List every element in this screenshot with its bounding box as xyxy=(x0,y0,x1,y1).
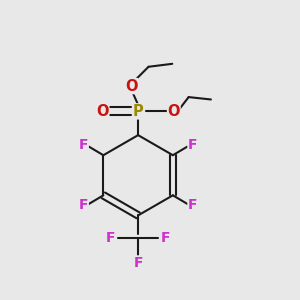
Text: P: P xyxy=(133,104,143,119)
Text: F: F xyxy=(188,198,197,212)
Text: O: O xyxy=(167,104,180,119)
Text: F: F xyxy=(79,138,88,152)
Text: O: O xyxy=(125,79,137,94)
Text: O: O xyxy=(96,104,109,119)
Text: F: F xyxy=(134,256,143,270)
Text: F: F xyxy=(188,138,197,152)
Text: F: F xyxy=(79,198,88,212)
Text: F: F xyxy=(161,231,170,245)
Text: F: F xyxy=(106,231,116,245)
